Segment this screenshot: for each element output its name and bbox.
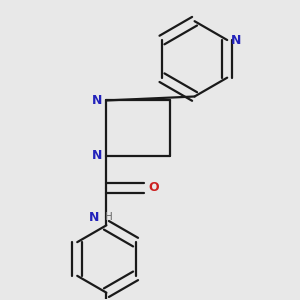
Text: O: O: [148, 181, 159, 194]
Text: N: N: [89, 211, 100, 224]
Text: N: N: [231, 34, 242, 46]
Text: H: H: [105, 212, 113, 222]
Text: N: N: [92, 94, 102, 107]
Text: N: N: [92, 149, 102, 162]
